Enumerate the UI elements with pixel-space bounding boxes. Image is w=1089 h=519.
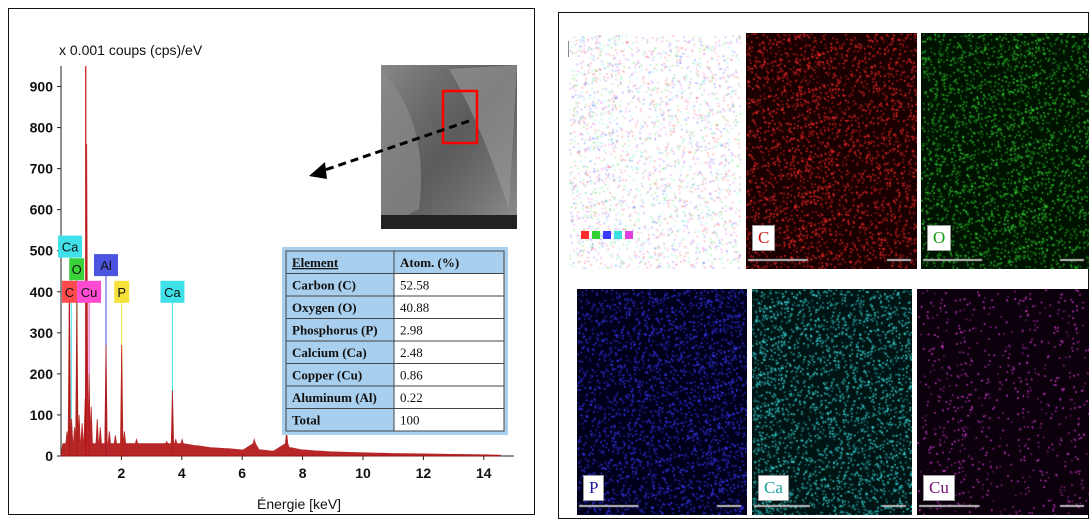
map-overlay	[569, 35, 741, 269]
y-tick-label: 100	[30, 407, 54, 423]
table-row-value: 100	[400, 413, 420, 428]
y-axis-title: x 0.001 coups (cps)/eV	[59, 42, 203, 58]
overlay-legend-chips	[581, 231, 633, 239]
peak-label: Al	[100, 258, 112, 273]
peak-label-box	[114, 280, 130, 303]
table-row-value: 40.88	[400, 300, 429, 315]
table-row-label: Aluminum (Al)	[292, 390, 377, 405]
map-cu: Cu	[917, 289, 1089, 515]
y-tick-label: 900	[30, 79, 54, 95]
x-tick-label: 4	[178, 465, 186, 481]
y-tick-label: 500	[30, 243, 54, 259]
peak-label-box	[93, 254, 118, 277]
map-element-label: Ca	[758, 475, 789, 501]
map-element-label: O	[927, 225, 952, 251]
peak-label: Ca	[62, 240, 79, 255]
y-tick-label: 0	[45, 448, 53, 464]
sem-inset-image	[381, 65, 517, 229]
eds-spectrum-chart: x 0.001 coups (cps)/eV Énergie [keV] 0 10…	[30, 42, 517, 512]
table-row-label: Calcium (Ca)	[292, 345, 367, 360]
spectrum-panel: x 0.001 coups (cps)/eV Énergie [keV] 0 10…	[8, 8, 535, 515]
composition-table: Element Atom. (%) Carbon (C) 52.58 Oxygen (O…	[282, 247, 508, 435]
y-tick-label: 400	[30, 284, 54, 300]
map-element-label: Cu	[923, 475, 955, 501]
spectrum-series	[60, 143, 502, 457]
table-row-value: 2.98	[400, 323, 423, 338]
x-tick-label: 14	[476, 465, 492, 481]
table-row-label: Phosphorus (P)	[292, 323, 378, 338]
legend-chip	[592, 231, 600, 239]
peak-label-box	[58, 235, 83, 258]
peak-label-box	[160, 280, 185, 303]
plot-area: 0 100 200 300 400 500 600 700 800 900 2 4 6 8 10 12 14 Ca…	[30, 66, 514, 481]
table-row-label: Carbon (C)	[292, 278, 356, 293]
x-tick-label: 6	[238, 465, 246, 481]
legend-chip	[625, 231, 633, 239]
peak-label-box	[69, 258, 85, 281]
map-ca: Ca	[752, 289, 912, 515]
peak-label-box	[77, 280, 102, 303]
table-header-cell: Atom. (%)	[400, 255, 459, 270]
table-row-value: 0.86	[400, 368, 423, 383]
legend-chip	[603, 231, 611, 239]
map-element-label: P	[583, 475, 605, 501]
peak-label: Cu	[81, 285, 98, 300]
map-c: C	[746, 33, 917, 269]
map-element-label: C	[752, 225, 776, 251]
table-row-label: Copper (Cu)	[292, 368, 362, 383]
y-tick-label: 200	[30, 366, 54, 382]
peak-label: C	[65, 285, 74, 300]
table-cell-bg	[393, 408, 505, 432]
x-tick-label: 10	[355, 465, 371, 481]
table-header-cell: Element	[292, 255, 339, 270]
peak-label: P	[117, 285, 126, 300]
x-tick-label: 12	[416, 465, 432, 481]
x-tick-label: 2	[118, 465, 126, 481]
x-tick-label: 8	[299, 465, 307, 481]
map-o: O	[921, 33, 1089, 269]
table-row-value: 2.48	[400, 345, 423, 360]
peak-label: O	[72, 262, 82, 277]
x-axis-title: Énergie [keV]	[257, 496, 341, 512]
peak-label-box	[61, 280, 77, 303]
legend-chip	[581, 231, 589, 239]
map-dots	[569, 35, 741, 269]
y-tick-label: 300	[30, 325, 54, 341]
y-tick-label: 800	[30, 120, 54, 136]
y-tick-label: 700	[30, 161, 54, 177]
map-dots	[577, 289, 747, 515]
map-p: P	[577, 289, 747, 515]
pointer-arrow	[309, 119, 470, 179]
legend-chip	[614, 231, 622, 239]
table-row-value: 52.58	[400, 278, 429, 293]
table-row-label: Total	[292, 413, 321, 428]
y-tick-label: 600	[30, 202, 54, 218]
peak-label: Ca	[164, 285, 181, 300]
table-row-value: 0.22	[400, 390, 423, 405]
table-row-label: Oxygen (O)	[292, 300, 357, 315]
